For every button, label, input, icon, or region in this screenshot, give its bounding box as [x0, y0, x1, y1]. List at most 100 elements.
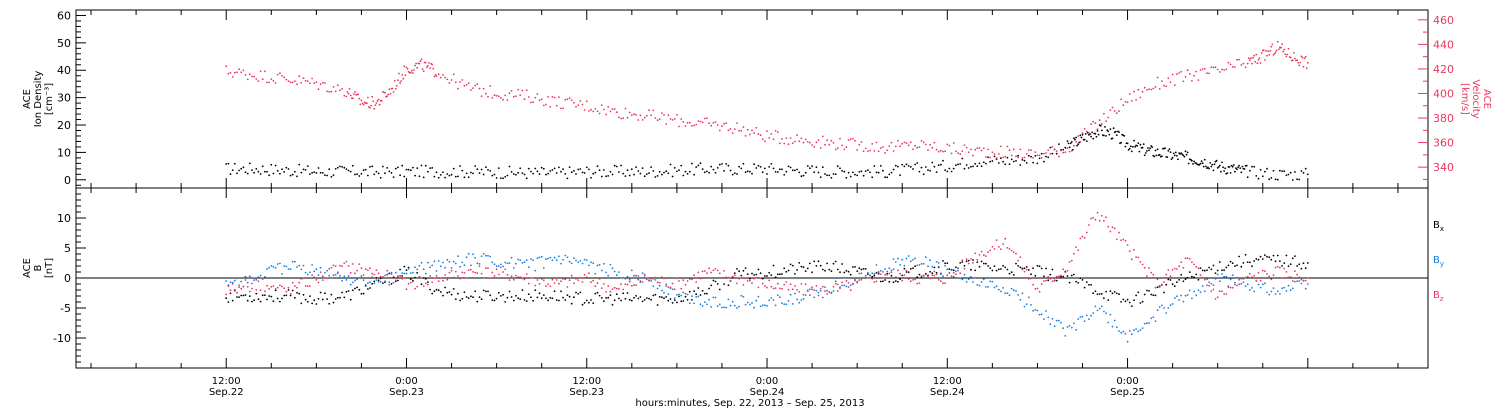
bx-point: [409, 278, 412, 280]
bz-point: [538, 282, 541, 285]
bx-point: [774, 276, 777, 279]
by-point: [1027, 296, 1030, 299]
bz-point: [1068, 261, 1071, 263]
bz-point: [1148, 267, 1150, 269]
by-point: [753, 306, 755, 309]
bx-point: [1223, 269, 1225, 271]
velocity-point: [955, 150, 957, 153]
by-point: [1251, 287, 1253, 289]
velocity-point: [397, 79, 399, 82]
velocity-point: [800, 137, 803, 140]
velocity-point: [348, 87, 351, 90]
by-point: [1158, 306, 1161, 308]
bx-point: [1004, 266, 1007, 269]
bx-point: [740, 274, 743, 277]
bz-point: [489, 277, 492, 280]
bx-point: [695, 293, 698, 296]
bx-point: [845, 269, 848, 272]
velocity-point: [699, 120, 702, 123]
bz-point: [491, 271, 494, 274]
ion-density-point: [485, 166, 487, 169]
bz-point: [547, 283, 549, 285]
velocity-point: [929, 143, 931, 146]
bx-point: [1268, 256, 1271, 259]
ion-density-point: [871, 176, 874, 179]
by-point: [890, 269, 893, 272]
bz-point: [369, 267, 371, 270]
bz-point: [1030, 277, 1032, 280]
velocity-point: [358, 97, 361, 100]
by-point: [1216, 273, 1219, 276]
y-tick-label: 60: [57, 9, 71, 22]
velocity-point: [598, 112, 601, 115]
by-point: [345, 279, 348, 281]
by-point: [429, 266, 431, 269]
by-point: [922, 262, 925, 265]
by-point: [1246, 283, 1249, 286]
bz-point: [714, 268, 717, 270]
bz-point: [1135, 256, 1137, 258]
bx-point: [444, 286, 446, 289]
bz-point: [532, 277, 534, 279]
bz-point: [1161, 283, 1163, 286]
ion-density-point: [744, 171, 747, 174]
by-point: [611, 267, 614, 270]
velocity-point: [596, 110, 599, 113]
bx-point: [588, 301, 590, 304]
by-point: [319, 266, 322, 269]
ion-density-point: [733, 172, 736, 175]
bx-point: [688, 290, 691, 293]
velocity-point: [454, 81, 457, 83]
bz-point: [800, 283, 803, 285]
bz-point: [536, 279, 539, 281]
by-point: [506, 262, 509, 265]
ion-density-point: [407, 168, 410, 171]
bz-point: [809, 294, 811, 297]
by-point: [1090, 314, 1092, 317]
bx-point: [1006, 268, 1009, 271]
velocity-point: [879, 147, 882, 150]
ion-density-point: [985, 162, 987, 165]
by-point: [894, 261, 897, 263]
bx-point: [1019, 266, 1022, 269]
bx-point: [918, 273, 921, 276]
by-point: [1115, 326, 1118, 329]
velocity-point: [832, 141, 835, 144]
by-point: [680, 294, 683, 297]
bx-point: [673, 299, 676, 301]
ion-density-point: [785, 170, 788, 173]
velocity-point: [854, 139, 856, 142]
by-point: [867, 271, 869, 274]
bx-point: [1173, 285, 1176, 288]
by-point: [1287, 284, 1290, 287]
velocity-point: [1015, 155, 1017, 158]
by-point: [1296, 280, 1298, 283]
y2-tick-label: 460: [1433, 14, 1454, 27]
velocity-point: [1148, 88, 1150, 90]
by-point: [240, 280, 243, 283]
velocity-point: [336, 84, 339, 87]
velocity-point: [261, 78, 264, 81]
velocity-point: [1180, 70, 1183, 73]
bx-point: [860, 268, 863, 271]
bz-point: [901, 279, 904, 282]
ion-density-point: [1105, 135, 1107, 137]
bx-point: [397, 279, 399, 282]
bx-point: [566, 294, 569, 296]
velocity-point: [246, 78, 249, 81]
ion-density-point: [1123, 135, 1126, 137]
velocity-point: [594, 108, 597, 110]
velocity-point: [618, 116, 620, 119]
x-tick-date: Sep.23: [569, 387, 604, 398]
velocity-point: [830, 139, 833, 142]
bz-point: [302, 277, 305, 280]
ion-density-point: [1118, 131, 1120, 134]
velocity-point: [411, 69, 413, 72]
velocity-point: [402, 77, 405, 80]
by-point: [682, 291, 685, 294]
x-tick-time: 0:00: [756, 376, 778, 387]
bx-point: [967, 259, 970, 262]
velocity-point: [1260, 52, 1263, 54]
bx-point: [982, 262, 985, 265]
bz-point: [444, 274, 446, 276]
